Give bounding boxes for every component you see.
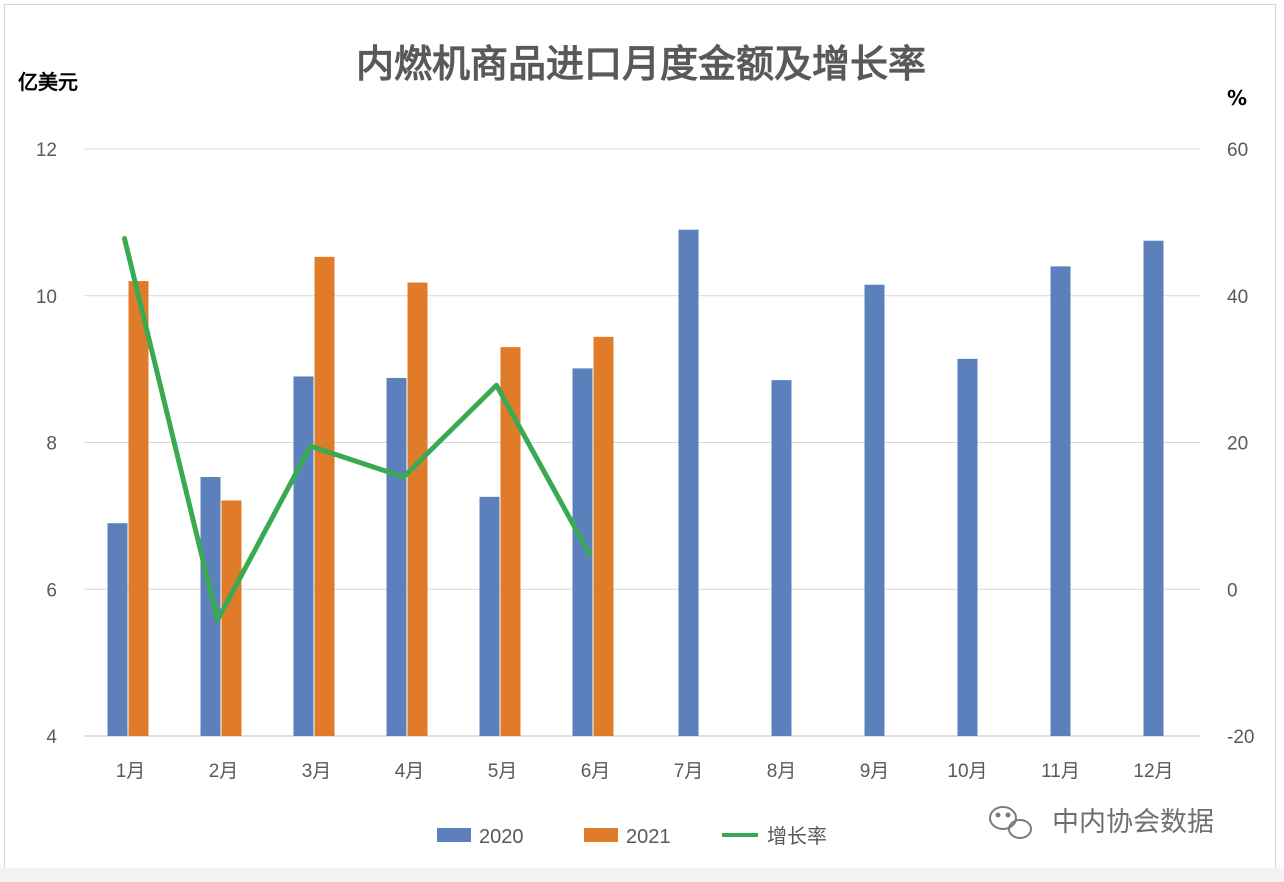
bar-2020 (200, 476, 221, 736)
bar-series (107, 229, 1164, 736)
gridlines (84, 148, 1200, 737)
legend-swatch-2020 (437, 828, 471, 842)
x-tick-label: 6月 (581, 761, 611, 782)
legend-label-2021: 2021 (626, 826, 671, 848)
bottom-band (0, 868, 1284, 882)
growth-rate-polyline (122, 236, 592, 623)
legend-label-growth: 增长率 (767, 825, 827, 848)
x-tick-label: 8月 (767, 761, 797, 782)
bar-2020 (678, 229, 699, 736)
bar-2020 (572, 368, 593, 736)
growth-rate-line (122, 236, 592, 623)
bar-2020 (107, 523, 128, 736)
left-tick-label: 10 (36, 287, 57, 308)
x-tick-label: 5月 (488, 761, 518, 782)
left-tick-label: 12 (36, 140, 57, 161)
left-axis-ticks: 4 6 8 10 12 (36, 140, 58, 748)
bar-2021 (128, 281, 149, 736)
bar-2021 (221, 500, 242, 736)
bar-2020 (479, 496, 500, 736)
legend-label-2020: 2020 (479, 826, 524, 848)
right-tick-label: 40 (1227, 287, 1248, 308)
x-tick-label: 2月 (209, 761, 239, 782)
bar-2021 (500, 347, 521, 736)
right-tick-label: 0 (1227, 580, 1238, 601)
x-axis-ticks: 1月 2月 3月 4月 5月 6月 7月 8月 9月 10月 11月 12月 (116, 761, 1174, 782)
right-tick-label: 60 (1227, 140, 1248, 161)
bar-2020 (957, 358, 978, 736)
wechat-icon (989, 806, 1032, 839)
x-tick-label: 11月 (1041, 761, 1080, 782)
bar-2020 (293, 376, 314, 736)
watermark-text: 中内协会数据 (1052, 807, 1214, 838)
chart-title: 内燃机商品进口月度金额及增长率 (356, 42, 926, 86)
bar-2020 (771, 380, 792, 736)
right-tick-label: 20 (1227, 434, 1248, 455)
x-tick-label: 12月 (1133, 761, 1173, 782)
bar-2020 (864, 284, 885, 736)
legend-swatch-2021 (584, 828, 618, 842)
right-axis-unit: % (1227, 86, 1247, 110)
x-tick-label: 9月 (860, 761, 890, 782)
bar-2021 (407, 282, 428, 736)
left-tick-label: 8 (46, 434, 57, 455)
bar-2021 (593, 336, 614, 736)
x-tick-label: 3月 (302, 761, 332, 782)
x-tick-label: 10月 (947, 761, 987, 782)
x-tick-label: 1月 (116, 761, 146, 782)
left-tick-label: 4 (46, 727, 57, 748)
left-axis-unit: 亿美元 (18, 70, 78, 94)
bar-2020 (386, 377, 407, 736)
legend: 2020 2021 增长率 (437, 825, 827, 848)
bar-2020 (1050, 266, 1071, 736)
left-tick-label: 6 (46, 580, 57, 601)
right-axis-ticks: -20 0 20 40 60 (1227, 140, 1254, 748)
right-tick-label: -20 (1227, 727, 1254, 748)
x-tick-label: 4月 (395, 761, 425, 782)
x-tick-label: 7月 (674, 761, 704, 782)
watermark: 中内协会数据 (989, 806, 1214, 839)
bar-2020 (1143, 240, 1164, 736)
bar-2021 (314, 256, 335, 736)
